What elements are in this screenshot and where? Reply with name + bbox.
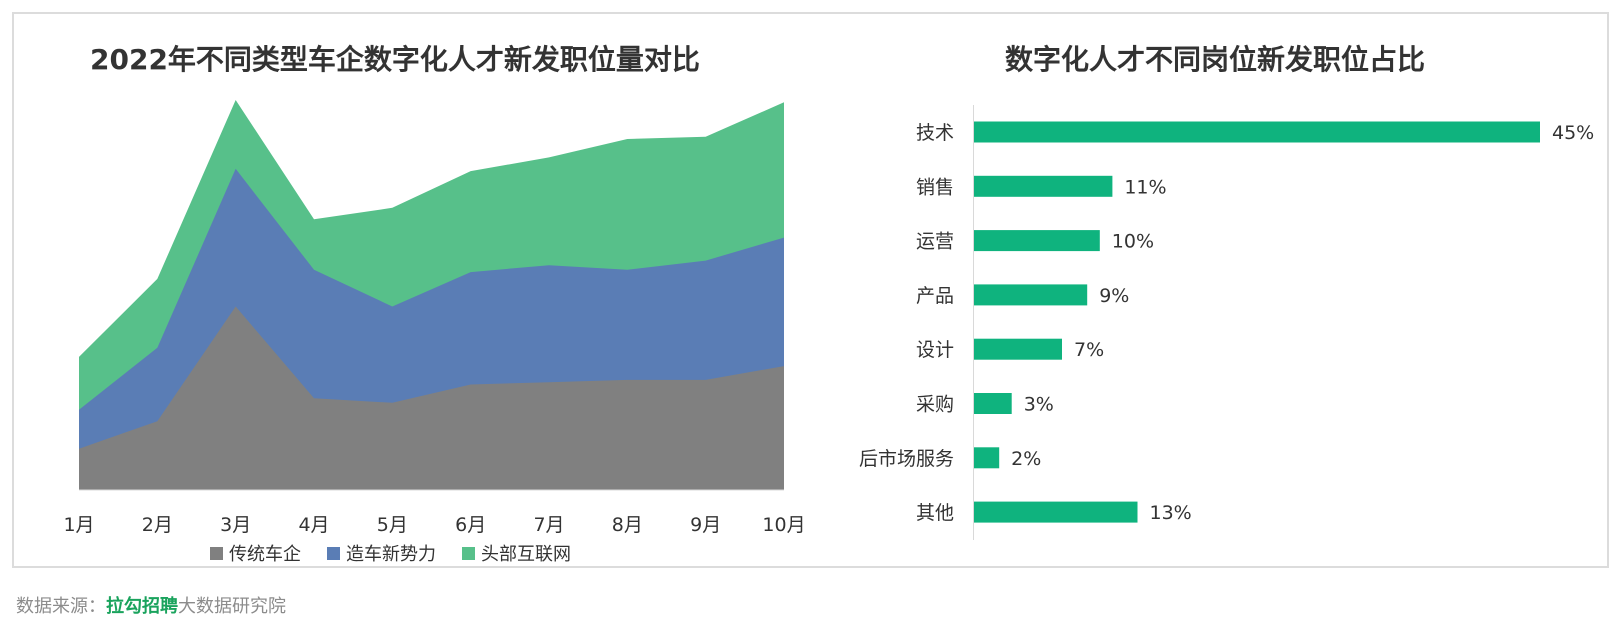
bar	[974, 175, 1113, 197]
x-tick-label: 5月	[377, 514, 408, 536]
x-tick-label: 6月	[455, 514, 486, 536]
legend-swatch-newforce	[327, 546, 340, 560]
x-tick-label: 10月	[762, 514, 805, 536]
area-legend: 传统车企 造车新势力 头部互联网	[210, 540, 571, 566]
bar-category-label: 运营	[916, 231, 954, 253]
bar-value-label: 10%	[1112, 231, 1154, 253]
legend-label-traditional: 传统车企	[229, 544, 301, 565]
bar-category-label: 其他	[916, 502, 954, 524]
bar	[974, 284, 1088, 306]
bar	[974, 393, 1012, 414]
legend-swatch-internet	[462, 546, 475, 560]
legend-swatch-traditional	[210, 546, 223, 560]
bar-chart-title: 数字化人才不同岗位新发职位占比	[1005, 43, 1426, 76]
legend-item-internet: 头部互联网	[462, 540, 571, 566]
legend-label-newforce: 造车新势力	[346, 544, 436, 565]
legend-item-newforce: 造车新势力	[327, 540, 436, 566]
bar-category-label: 后市场服务	[859, 448, 954, 470]
area-chart-title: 2022年不同类型车企数字化人才新发职位量对比	[90, 43, 700, 76]
bar-category-label: 技术	[916, 122, 954, 144]
source-brand: 拉勾招聘	[106, 596, 178, 617]
source-suffix: 大数据研究院	[178, 596, 286, 617]
bar-value-label: 2%	[1011, 448, 1041, 470]
bar-value-label: 9%	[1099, 285, 1129, 307]
x-tick-label: 7月	[533, 514, 564, 536]
x-tick-label: 9月	[690, 514, 721, 536]
bar	[974, 447, 1000, 469]
legend-label-internet: 头部互联网	[481, 544, 571, 565]
x-tick-label: 4月	[298, 514, 329, 536]
x-tick-label: 8月	[612, 514, 643, 536]
x-tick-label: 3月	[220, 514, 251, 536]
area-series-traditional	[79, 306, 784, 490]
x-tick-label: 2月	[142, 514, 173, 536]
bar-value-label: 45%	[1552, 122, 1594, 144]
bar-category-label: 销售	[916, 176, 954, 198]
bar-value-label: 3%	[1024, 394, 1054, 416]
bar-value-label: 13%	[1150, 502, 1192, 524]
bar-category-label: 产品	[916, 285, 954, 307]
bar-value-label: 7%	[1074, 339, 1104, 361]
x-tick-label: 1月	[63, 514, 94, 536]
bar	[974, 121, 1540, 143]
bar-category-label: 采购	[916, 394, 954, 416]
bar-value-label: 11%	[1124, 176, 1166, 198]
bar	[974, 338, 1062, 360]
bar	[974, 230, 1100, 252]
bar-category-label: 设计	[916, 339, 954, 361]
legend-item-traditional: 传统车企	[210, 540, 301, 566]
source-prefix: 数据来源：	[16, 596, 106, 617]
data-source: 数据来源：拉勾招聘大数据研究院	[16, 592, 286, 618]
bar	[974, 501, 1138, 523]
